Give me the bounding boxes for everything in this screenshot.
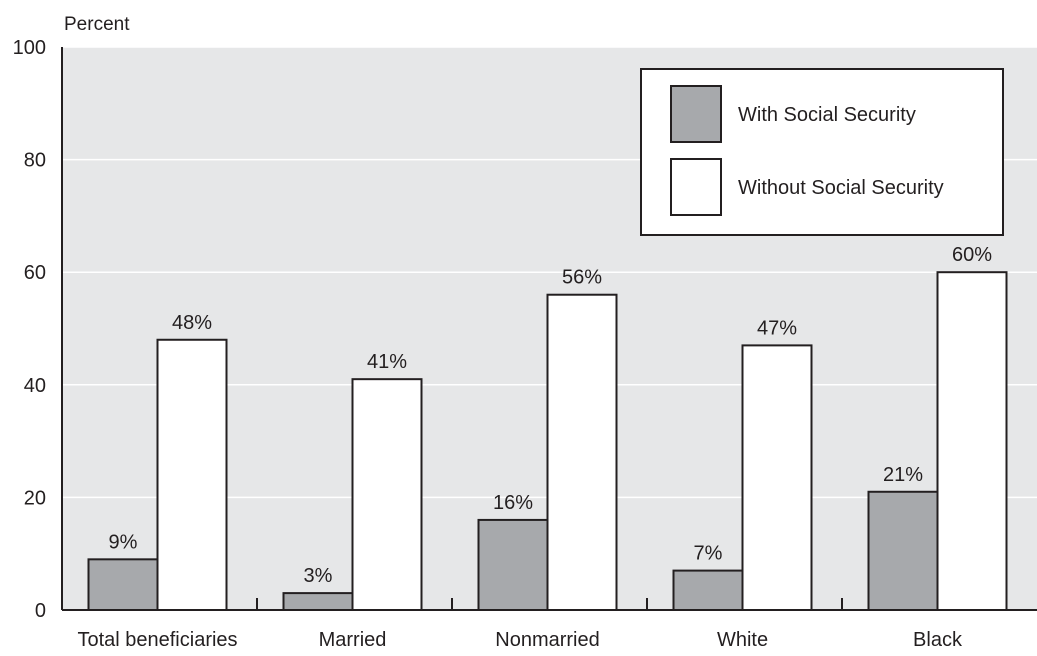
data-label: 7% <box>694 543 723 565</box>
legend-swatch-without-social-security <box>670 158 722 216</box>
legend-swatch-with-social-security <box>670 85 722 143</box>
bar-with-social-security <box>87 558 159 612</box>
axes <box>61 47 1037 611</box>
data-label: 21% <box>883 464 923 486</box>
data-label: 60% <box>952 244 992 266</box>
category-label: Nonmarried <box>495 629 599 651</box>
bars <box>87 271 1008 612</box>
category-labels: Total beneficiaries Married Nonmarried Whit… <box>77 629 963 651</box>
data-label: 16% <box>493 492 533 514</box>
legend-label-with-social-security: With Social Security <box>738 104 916 126</box>
category-label: Black <box>913 629 963 651</box>
y-axis-title: Percent <box>64 14 130 35</box>
y-tick-labels: 0 20 40 60 80 100 <box>13 37 46 622</box>
y-tick-label: 80 <box>24 150 46 172</box>
category-label: Total beneficiaries <box>77 629 237 651</box>
bar-without-social-security <box>936 271 1008 611</box>
y-tick-label: 0 <box>35 600 46 622</box>
y-tick-label: 20 <box>24 487 46 509</box>
category-label: Married <box>319 629 387 651</box>
legend-label-without-social-security: Without Social Security <box>738 177 944 199</box>
data-label: 48% <box>172 312 212 334</box>
data-label: 41% <box>367 351 407 373</box>
data-labels: 9% 48% 3% 41% 16% 56% 7% 47% 21% 60% <box>109 244 993 587</box>
data-label: 9% <box>109 531 138 553</box>
data-label: 47% <box>757 317 797 339</box>
data-label: 56% <box>562 267 602 289</box>
y-tick-label: 60 <box>24 262 46 284</box>
y-tick-label: 100 <box>13 37 46 59</box>
bar-without-social-security <box>351 378 423 612</box>
bar-without-social-security <box>741 344 813 611</box>
data-label: 3% <box>304 565 333 587</box>
bar-with-social-security <box>672 569 744 612</box>
category-label: White <box>717 629 768 651</box>
bar-without-social-security <box>156 338 228 611</box>
bar-with-social-security <box>477 518 549 611</box>
legend: With Social Security Without Social Secu… <box>640 68 1004 236</box>
bar-without-social-security <box>546 293 618 611</box>
bar-with-social-security <box>867 490 939 611</box>
bar-with-social-security <box>282 592 354 611</box>
y-tick-label: 40 <box>24 375 46 397</box>
